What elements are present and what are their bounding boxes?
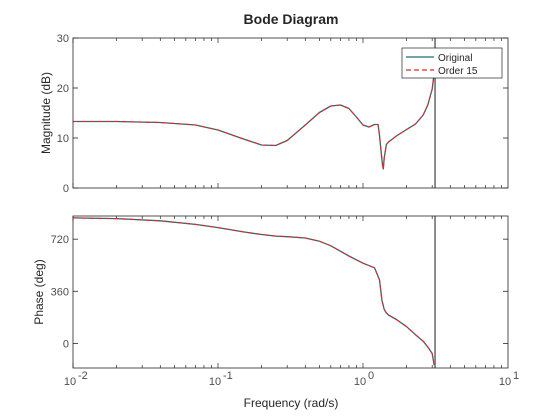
series-order-15	[73, 72, 435, 170]
y-tick-label: 20	[57, 83, 69, 95]
x-axis-label: Frequency (rad/s)	[244, 396, 339, 410]
y-tick-label: 10	[57, 133, 69, 145]
legend-label-original: Original	[438, 53, 472, 64]
phase-panel: 0 360 720 Phase (deg)	[32, 215, 509, 369]
legend: Original Order 15	[401, 47, 503, 79]
phase-ylabel: Phase (deg)	[32, 259, 46, 324]
y-tick-label: 0	[63, 338, 69, 350]
x-tick-exponent: 1	[513, 370, 519, 382]
phase-axes-box	[72, 215, 509, 369]
x-tick-exponent: 0	[368, 370, 374, 382]
legend-box	[401, 47, 503, 79]
chart-title: Bode Diagram	[244, 11, 339, 27]
x-tick-label: 10	[209, 376, 221, 388]
x-tick-exponent: -2	[78, 370, 88, 382]
y-tick-label: 360	[51, 286, 69, 298]
legend-label-order-15: Order 15	[438, 66, 478, 77]
phase-plot-area	[73, 216, 508, 368]
y-tick-label: 30	[57, 33, 69, 45]
x-tick-label: 10	[354, 376, 366, 388]
x-tick-exponent: -1	[223, 370, 233, 382]
magnitude-axes-box	[72, 37, 509, 189]
x-tick-label: 10	[499, 376, 511, 388]
series-order-15	[72, 217, 435, 366]
magnitude-ylabel: Magnitude (dB)	[39, 72, 53, 154]
y-tick-label: 720	[51, 234, 69, 246]
y-tick-label: 0	[63, 183, 69, 195]
x-tick-labels: 10 -2 10 -1 10 0 10 1	[64, 370, 519, 388]
x-tick-label: 10	[64, 376, 76, 388]
